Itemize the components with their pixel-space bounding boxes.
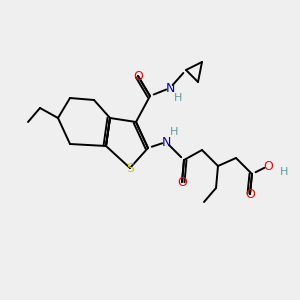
Text: S: S (126, 161, 134, 175)
Text: N: N (165, 82, 175, 94)
Text: O: O (133, 70, 143, 83)
Text: N: N (161, 136, 171, 148)
Text: H: H (174, 93, 182, 103)
Text: O: O (177, 176, 187, 188)
Text: H: H (280, 167, 288, 177)
Text: O: O (263, 160, 273, 172)
Text: O: O (245, 188, 255, 200)
Text: H: H (170, 127, 178, 137)
